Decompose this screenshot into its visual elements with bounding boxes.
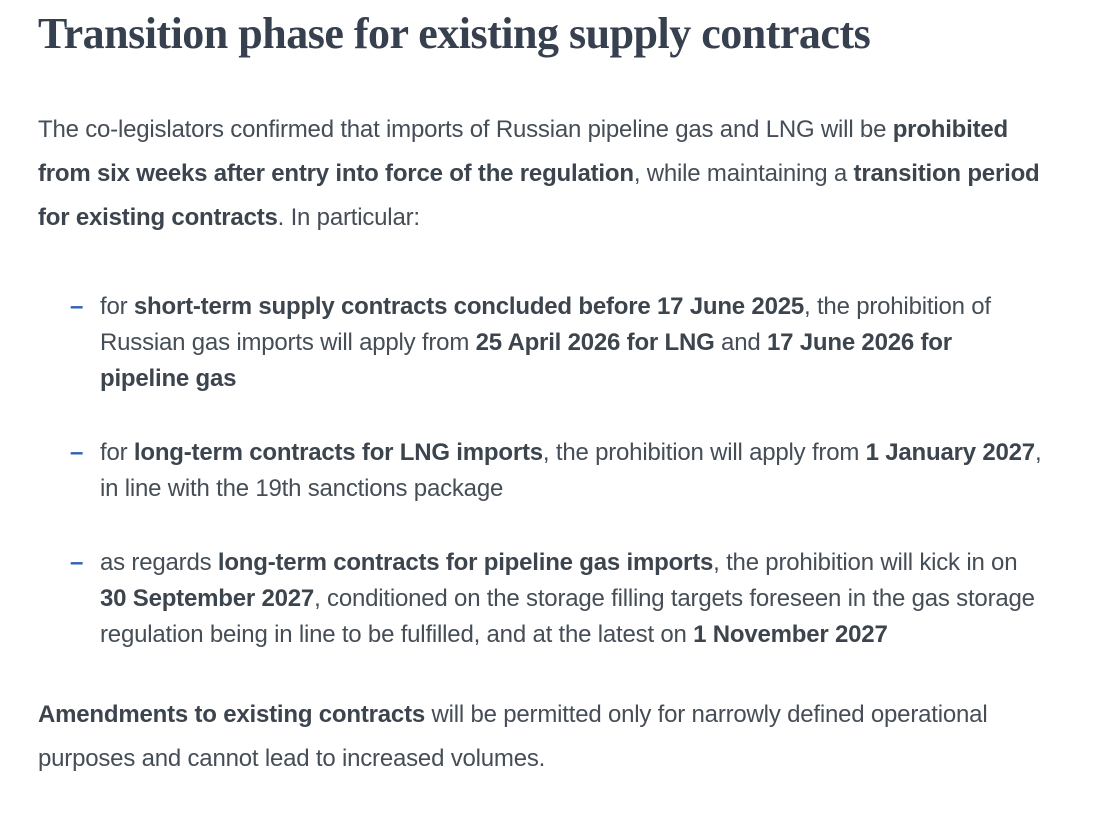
list-item-long-term-lng: – for long-term contracts for LNG import… [38,435,1046,507]
bullet-dash-icon: – [70,549,84,576]
transition-rules-list: – for short-term supply contracts conclu… [38,289,1046,653]
list-item-text: for short-term supply contracts conclude… [100,293,991,392]
list-item-short-term-contracts: – for short-term supply contracts conclu… [38,289,1046,397]
list-item-text: as regards long-term contracts for pipel… [100,549,1035,648]
list-item-long-term-pipeline: – as regards long-term contracts for pip… [38,545,1046,653]
closing-paragraph: Amendments to existing contracts will be… [38,701,988,772]
intro-paragraph: The co-legislators confirmed that import… [38,116,1040,231]
article-page: Transition phase for existing supply con… [38,9,1046,772]
bullet-dash-icon: – [70,293,84,320]
bullet-dash-icon: – [70,439,84,466]
page-title: Transition phase for existing supply con… [38,9,871,58]
list-item-text: for long-term contracts for LNG imports,… [100,439,1042,502]
